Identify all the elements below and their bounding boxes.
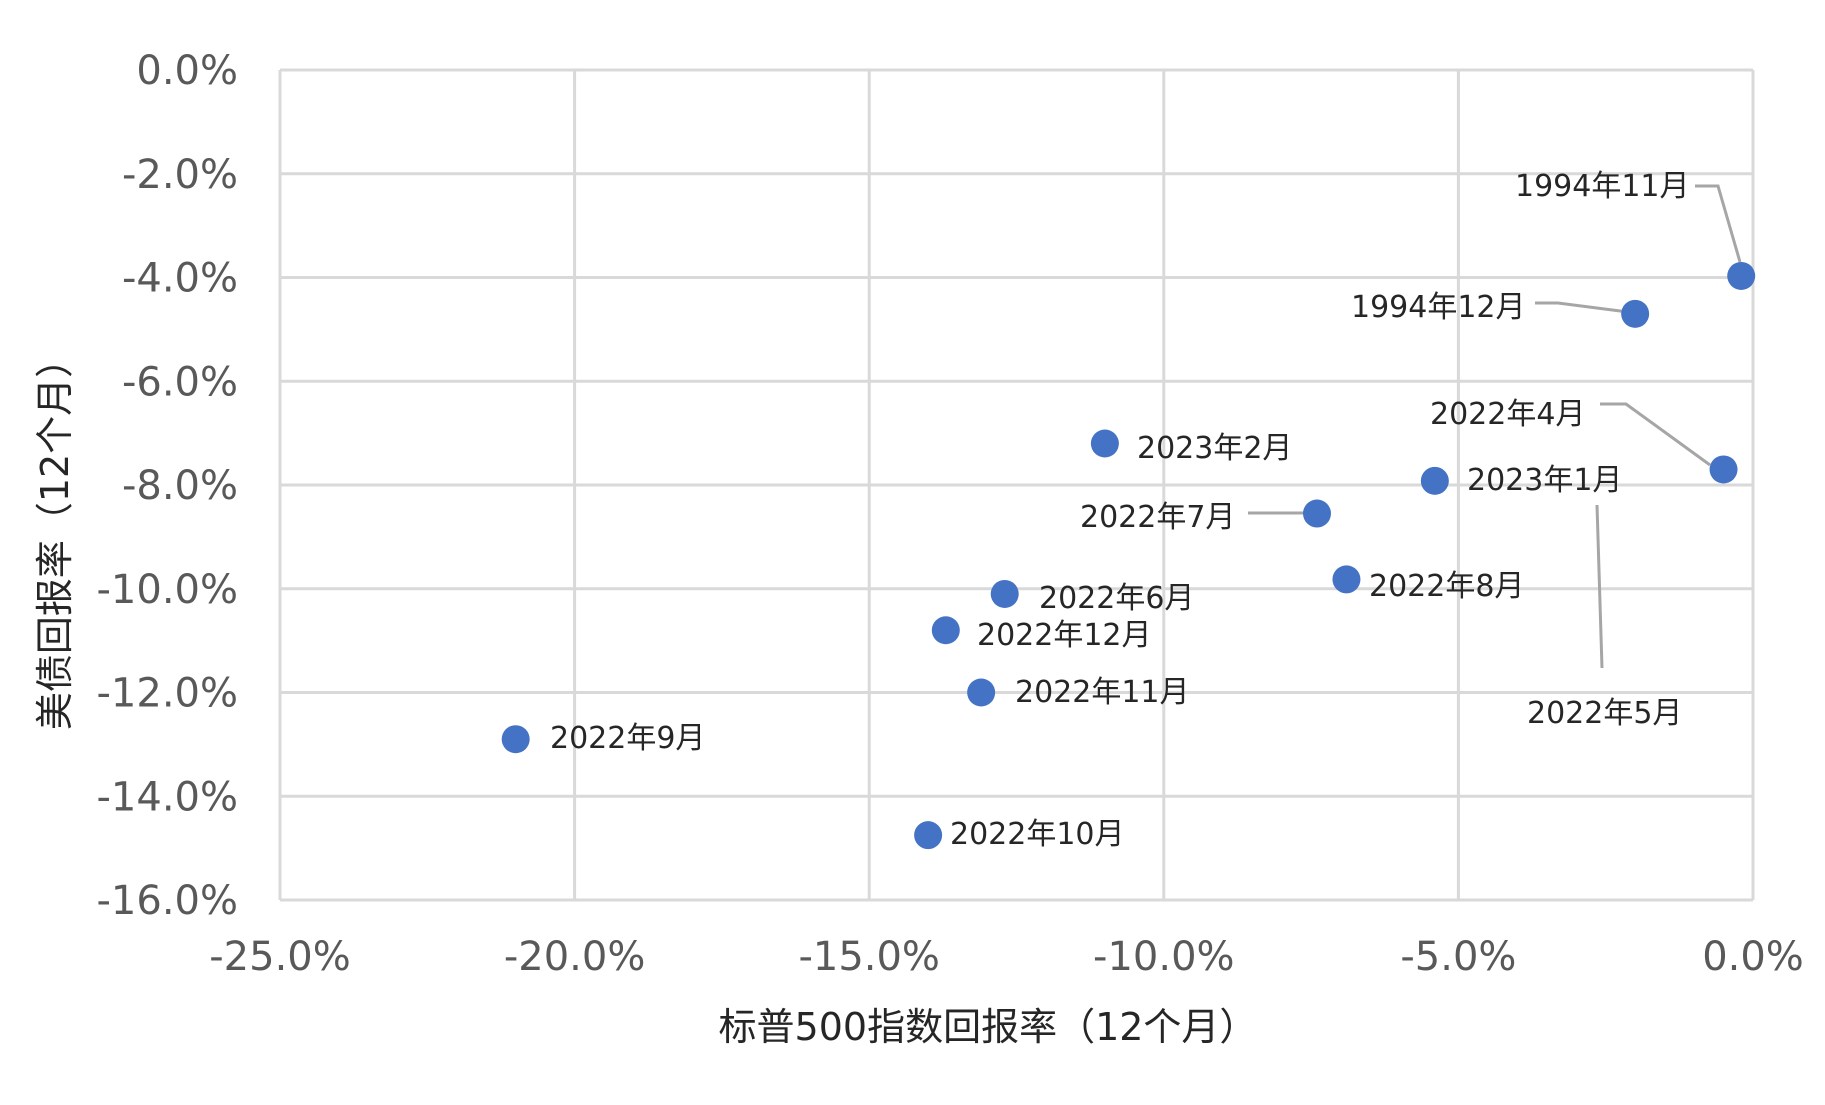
data-point [1420,466,1449,495]
data-label: 2022年9月 [550,721,705,756]
data-point [1709,455,1738,484]
x-tick-label: 0.0% [1702,934,1804,980]
data-label: 2022年6月 [1039,581,1194,616]
data-point [967,678,996,707]
data-label: 2022年8月 [1369,569,1524,604]
y-tick-label: -14.0% [96,774,238,820]
data-label: 2022年10月 [950,817,1125,852]
data-point [1621,299,1650,328]
data-point [1332,565,1361,594]
y-axis-title: 美债回报率（12个月） [33,340,77,730]
label-leader-line [1695,184,1742,263]
data-label: 2022年5月 [1527,696,1682,731]
y-tick-label: -4.0% [122,256,238,302]
x-axis-ticks: -25.0% -20.0% -15.0% -10.0% -5.0% 0.0% [209,934,1804,980]
y-tick-label: -6.0% [122,359,238,405]
y-axis-ticks: 0.0% -2.0% -4.0% -6.0% -8.0% -10.0% -12.0% -14.… [96,48,238,924]
data-point [1090,429,1119,458]
x-tick-label: -10.0% [1093,934,1235,980]
data-label: 2023年1月 [1467,463,1622,498]
label-leader-line [1595,504,1604,669]
x-axis-title: 标普500指数回报率（12个月） [719,1005,1258,1049]
data-label: 2022年7月 [1080,500,1235,535]
y-tick-label: 0.0% [136,48,238,94]
y-tick-label: -16.0% [96,878,238,924]
data-point [931,616,960,645]
data-label: 2023年2月 [1137,431,1292,466]
y-tick-label: -12.0% [96,671,238,717]
label-leader-line [1535,301,1629,314]
y-tick-label: -10.0% [96,567,238,613]
data-point [1302,499,1331,528]
data-point [990,579,1019,608]
data-label: 1994年11月 [1515,169,1690,204]
y-tick-label: -8.0% [122,463,238,509]
y-tick-label: -2.0% [122,152,238,198]
data-label: 1994年12月 [1351,290,1526,325]
label-leader-line [1600,402,1711,467]
data-point [501,725,530,754]
x-tick-label: -25.0% [209,934,351,980]
data-label: 2022年11月 [1015,675,1190,710]
label-leader-lines [1248,184,1742,669]
x-tick-label: -20.0% [504,934,646,980]
data-point [1727,261,1756,290]
data-points [501,261,1756,850]
x-tick-label: -5.0% [1400,934,1516,980]
data-point [914,821,943,850]
data-labels: 1994年11月 1994年12月 2022年4月 2023年2月 2023年1月 202… [550,169,1690,852]
data-label: 2022年4月 [1430,397,1585,432]
data-label: 2022年12月 [977,618,1152,653]
x-tick-label: -15.0% [798,934,940,980]
